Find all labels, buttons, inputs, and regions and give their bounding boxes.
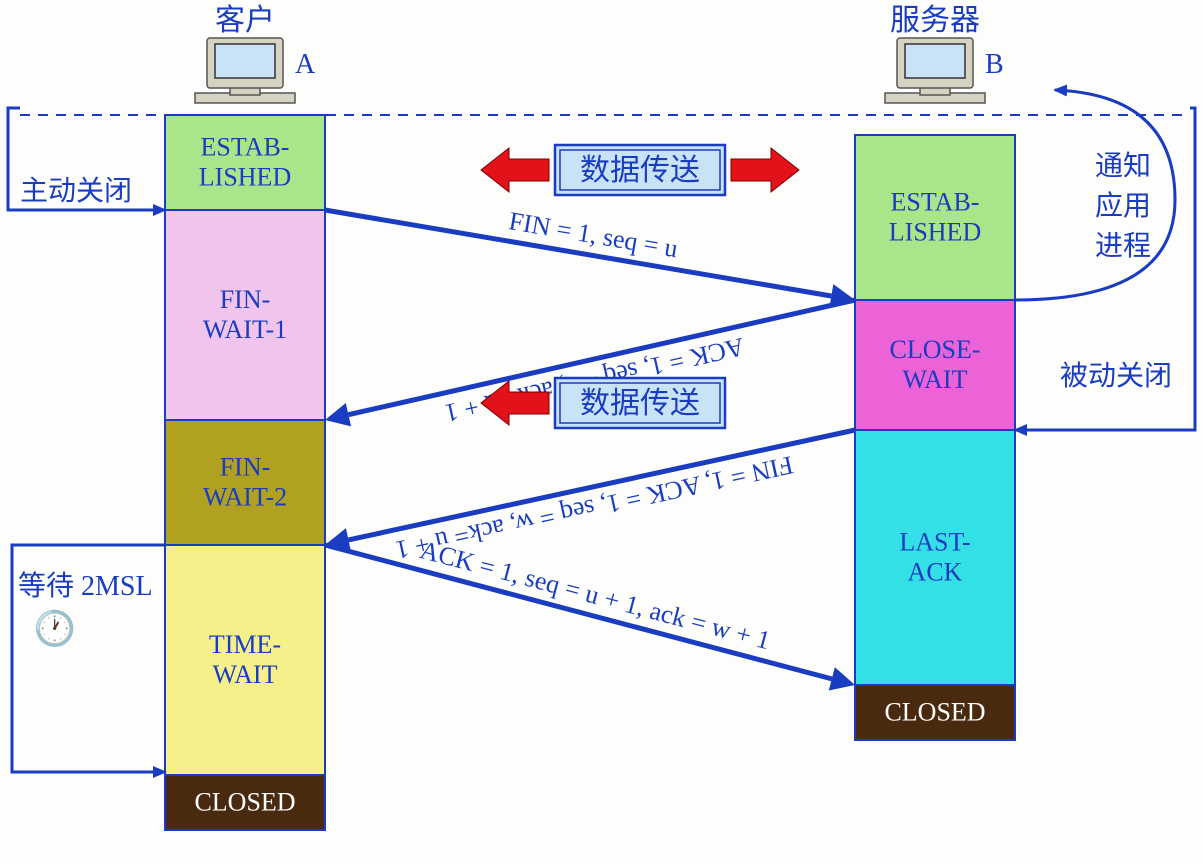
label-notify-app-0: 通知: [1095, 150, 1151, 182]
client-title: 客户: [215, 4, 275, 37]
server-title: 服务器: [890, 4, 980, 37]
client-state-fin-wait-2: FIN-WAIT-2: [165, 420, 325, 545]
client-state-label: ESTAB-: [201, 133, 290, 162]
server-state-close-wait: CLOSE-WAIT: [855, 300, 1015, 430]
server-state-label: CLOSE-: [890, 335, 981, 364]
server-state-label: ACK: [908, 558, 963, 587]
data-transfer-label-0: 数据传送: [580, 154, 700, 187]
label-passive-close: 被动关闭: [1060, 360, 1172, 392]
server-state-label: LAST-: [899, 528, 970, 557]
server-letter: B: [985, 49, 1004, 80]
client-state-label: CLOSED: [194, 788, 295, 817]
client-state-label: TIME-: [209, 630, 281, 659]
server-state-last-ack: LAST-ACK: [855, 430, 1015, 685]
client-state-label: WAIT-2: [203, 483, 287, 512]
clock-icon: 🕐: [34, 609, 76, 648]
data-transfer-box-1: 数据传送: [555, 378, 725, 428]
client-state-label: WAIT-1: [203, 315, 287, 344]
client-state-time-wait: TIME-WAIT: [165, 545, 325, 775]
server-state-label: ESTAB-: [891, 188, 980, 217]
client-state-estab-lished: ESTAB-LISHED: [165, 115, 325, 210]
client-state-label: FIN-: [220, 453, 271, 482]
label-active-close: 主动关闭: [20, 175, 132, 207]
client-state-fin-wait-1: FIN-WAIT-1: [165, 210, 325, 420]
client-state-label: FIN-: [220, 285, 271, 314]
label-notify-app-2: 进程: [1095, 231, 1151, 262]
label-notify-app-1: 应用: [1095, 190, 1151, 222]
server-state-closed: CLOSED: [855, 685, 1015, 740]
data-transfer-label-1: 数据传送: [580, 387, 700, 420]
server-state-label: LISHED: [889, 218, 981, 247]
server-state-label: CLOSED: [884, 698, 985, 727]
server-state-estab-lished: ESTAB-LISHED: [855, 135, 1015, 300]
data-transfer-box-0: 数据传送: [555, 145, 725, 195]
client-letter: A: [295, 49, 316, 80]
label-wait-2msl: 等待 2MSL: [18, 570, 153, 602]
client-state-closed: CLOSED: [165, 775, 325, 830]
client-state-label: LISHED: [199, 163, 291, 192]
client-state-label: WAIT: [213, 660, 278, 689]
server-state-label: WAIT: [903, 365, 968, 394]
